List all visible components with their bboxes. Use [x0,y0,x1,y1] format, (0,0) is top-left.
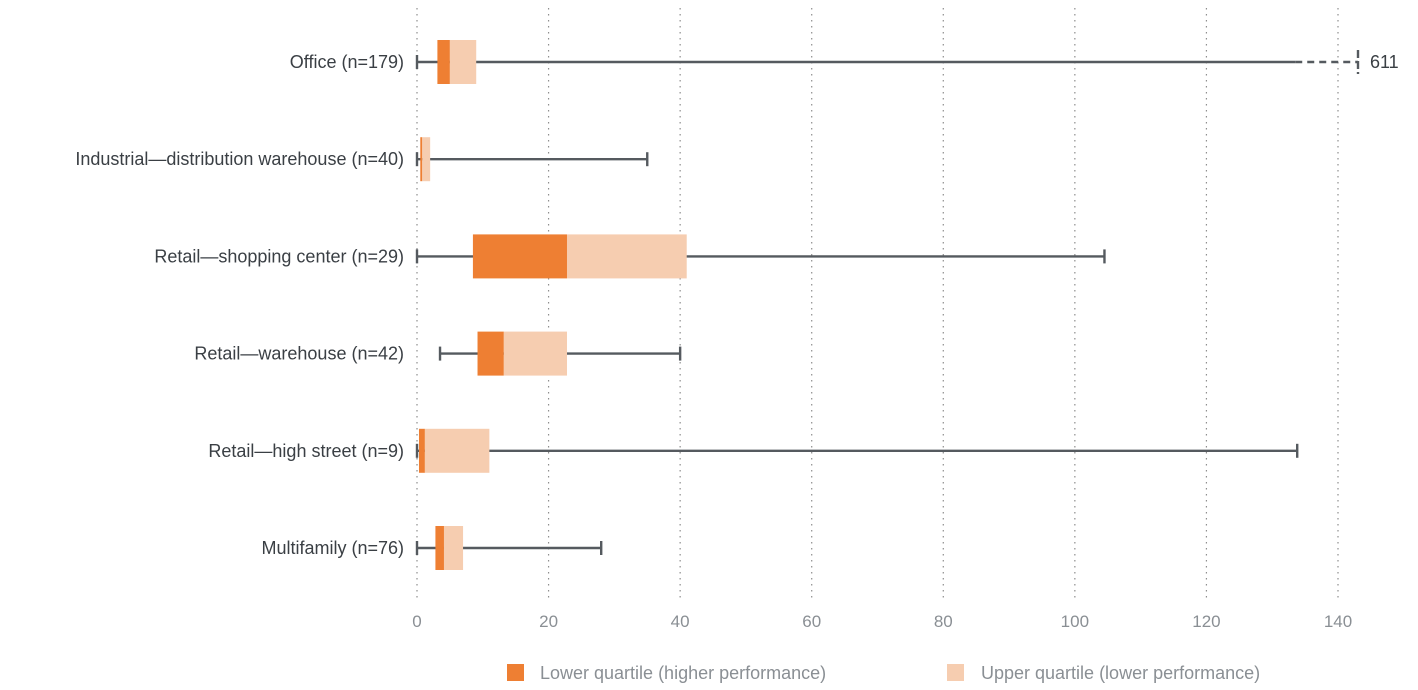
x-axis-ticks: 0 20 40 60 80 100 120 140 [412,612,1352,631]
x-tick-label: 0 [412,612,421,631]
upper-quartile-box [422,137,431,182]
lower-quartile-box [477,331,504,376]
box-row [438,331,682,376]
category-label: Office (n=179) [290,52,404,72]
legend-swatch-upper-quartile [947,664,964,681]
box-row: 611 [415,40,1399,84]
category-labels: Office (n=179) Industrial—distribution wa… [75,52,404,558]
lower-quartile-box [418,428,425,473]
x-tick-label: 120 [1192,612,1220,631]
box-row [415,137,649,182]
legend-swatch-lower-quartile [507,664,524,681]
x-tick-label: 40 [671,612,690,631]
x-tick-label: 100 [1061,612,1089,631]
category-label: Industrial—distribution warehouse (n=40) [75,149,404,169]
x-tick-label: 80 [934,612,953,631]
lower-quartile-box [437,40,450,84]
box-row [415,428,1299,473]
category-label: Retail—warehouse (n=42) [194,344,404,364]
x-tick-label: 60 [802,612,821,631]
upper-quartile-box [566,234,687,279]
category-label: Retail—high street (n=9) [208,441,404,461]
upper-quartile-box [424,428,490,473]
box-row [415,234,1106,279]
category-label: Retail—shopping center (n=29) [154,246,404,266]
upper-quartile-box [449,40,477,84]
legend-label-upper-quartile: Upper quartile (lower performance) [981,663,1260,683]
lower-quartile-box [472,234,567,279]
x-tick-label: 140 [1324,612,1352,631]
legend: Lower quartile (higher performance) Uppe… [507,663,1260,683]
upper-quartile-box [443,526,464,570]
lower-quartile-box [435,526,444,570]
box-row [415,526,603,570]
x-tick-label: 20 [539,612,558,631]
outlier-value-label: 611 [1370,52,1399,72]
legend-label-lower-quartile: Lower quartile (higher performance) [540,663,826,683]
grid-lines [416,8,1339,598]
upper-quartile-box [503,331,567,376]
lower-quartile-box [420,137,423,182]
category-label: Multifamily (n=76) [261,538,404,558]
boxes: 611 [415,40,1399,570]
